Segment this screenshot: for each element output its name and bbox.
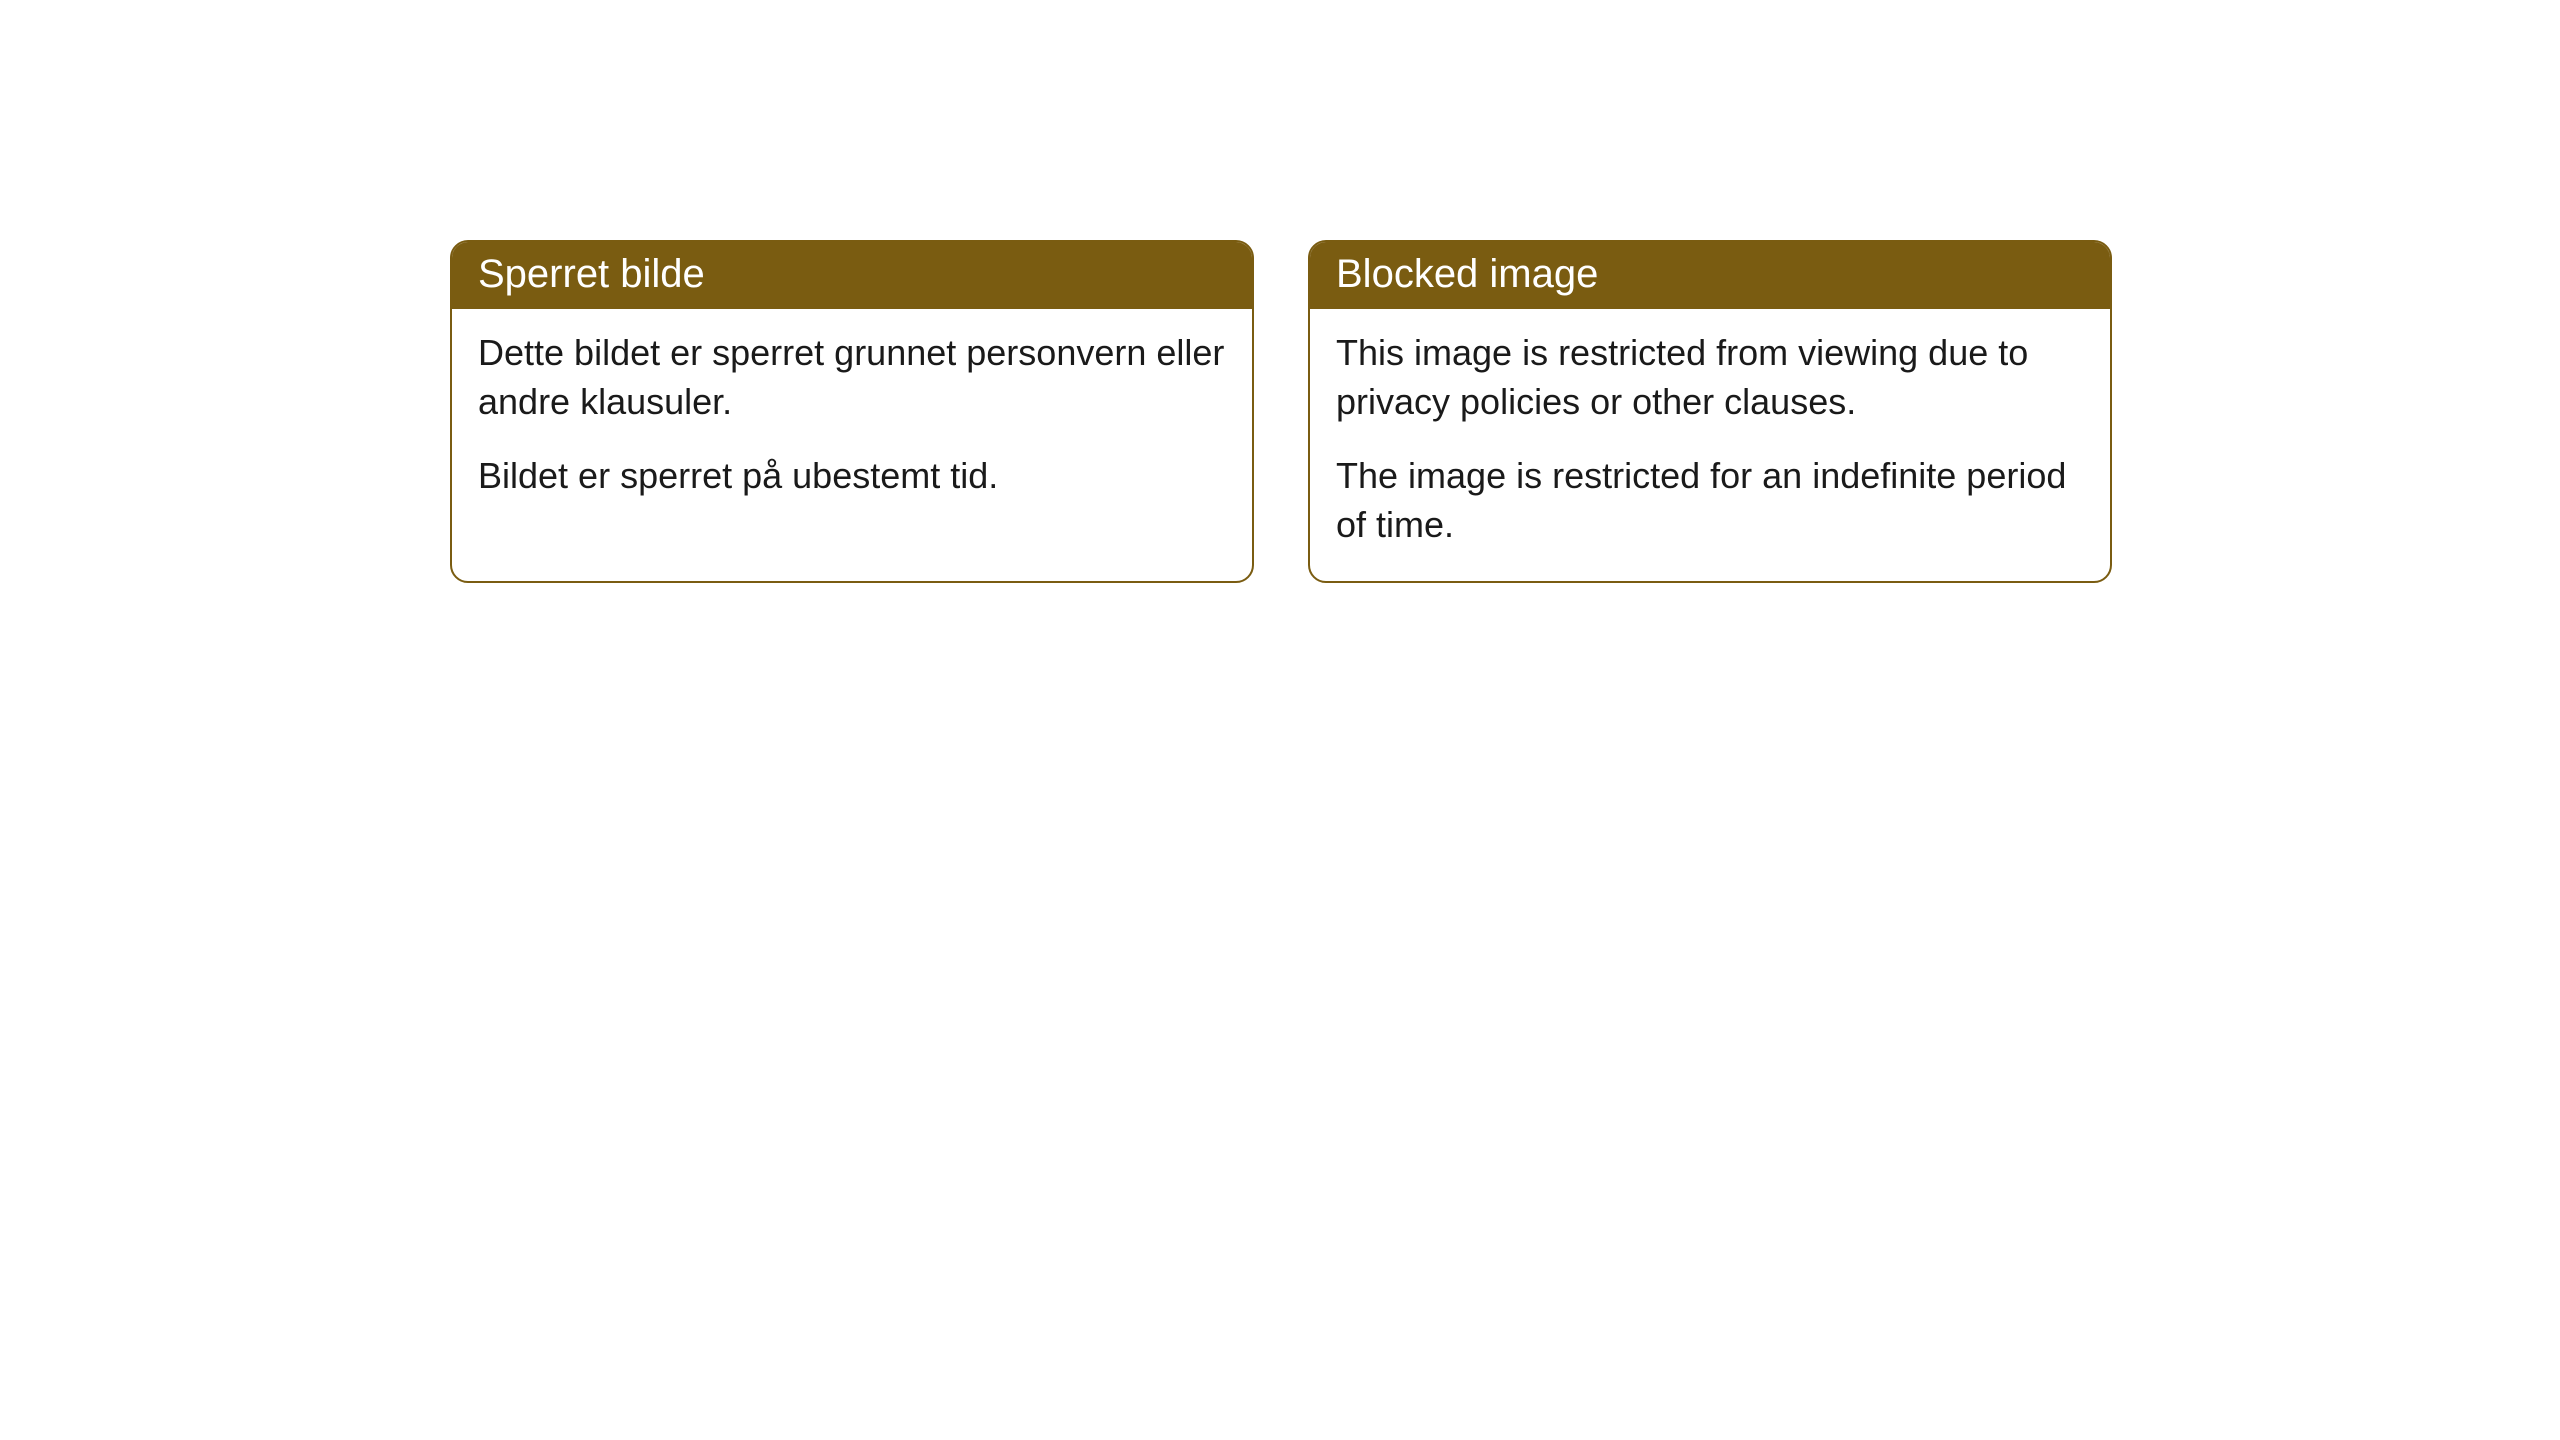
blocked-image-card-no: Sperret bilde Dette bildet er sperret gr… <box>450 240 1254 583</box>
notice-cards-container: Sperret bilde Dette bildet er sperret gr… <box>450 240 2112 583</box>
card-paragraph: Dette bildet er sperret grunnet personve… <box>478 329 1226 426</box>
blocked-image-card-en: Blocked image This image is restricted f… <box>1308 240 2112 583</box>
card-header-no: Sperret bilde <box>452 242 1252 309</box>
card-body-no: Dette bildet er sperret grunnet personve… <box>452 309 1252 533</box>
card-body-en: This image is restricted from viewing du… <box>1310 309 2110 581</box>
card-paragraph: The image is restricted for an indefinit… <box>1336 452 2084 549</box>
card-header-en: Blocked image <box>1310 242 2110 309</box>
card-paragraph: Bildet er sperret på ubestemt tid. <box>478 452 1226 501</box>
card-paragraph: This image is restricted from viewing du… <box>1336 329 2084 426</box>
